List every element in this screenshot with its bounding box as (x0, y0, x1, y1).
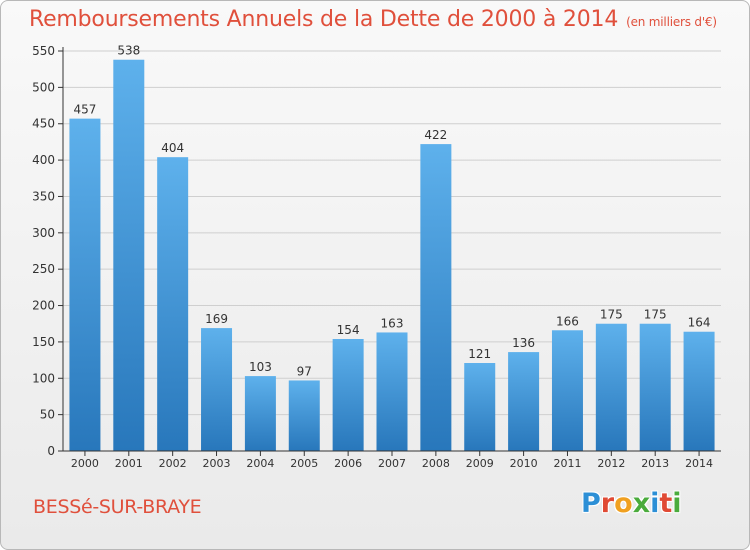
y-tick-label: 100 (32, 371, 55, 385)
data-label: 103 (249, 360, 272, 374)
bar (244, 376, 276, 451)
logo-letter: x (632, 488, 651, 519)
x-tick-label: 2011 (553, 457, 581, 470)
bar (288, 380, 320, 451)
y-tick-label: 450 (32, 117, 55, 131)
logo-letter: i (650, 488, 660, 519)
x-tick-label: 2007 (378, 457, 406, 470)
y-tick-label: 0 (47, 444, 55, 458)
y-tick-label: 500 (32, 80, 55, 94)
data-label: 121 (468, 347, 491, 361)
data-label: 166 (556, 314, 579, 328)
logo-letter: i (672, 488, 682, 519)
bar (595, 323, 627, 451)
bar (420, 144, 452, 451)
y-tick-label: 150 (32, 335, 55, 349)
bar (113, 59, 145, 452)
bar (508, 352, 540, 451)
x-tick-label: 2012 (597, 457, 625, 470)
data-label: 457 (73, 103, 96, 117)
data-label: 538 (117, 44, 140, 58)
x-tick-label: 2008 (422, 457, 450, 470)
commune-name: BESSé-SUR-BRAYE (33, 496, 202, 518)
x-tick-label: 2000 (71, 457, 99, 470)
x-tick-label: 2001 (115, 457, 143, 470)
x-tick-label: 2005 (290, 457, 318, 470)
x-tick-label: 2004 (246, 457, 274, 470)
logo-letter: r (600, 488, 615, 519)
y-tick-label: 550 (32, 44, 55, 58)
x-tick-label: 2013 (641, 457, 669, 470)
chart-title-text: Remboursements Annuels de la Dette de 20… (29, 7, 619, 32)
data-label: 154 (337, 323, 360, 337)
x-tick-label: 2009 (466, 457, 494, 470)
data-label: 404 (161, 141, 184, 155)
x-tick-label: 2003 (203, 457, 231, 470)
bar (201, 328, 233, 451)
data-label: 422 (424, 128, 447, 142)
bar (332, 339, 364, 451)
proxiti-logo: Proxiti (581, 488, 682, 519)
logo-letter: P (581, 488, 601, 519)
data-label: 97 (297, 364, 312, 378)
chart-unit: (en milliers d'€) (626, 15, 717, 29)
y-tick-label: 200 (32, 299, 55, 313)
data-label: 175 (644, 308, 667, 322)
bars: 457 538 404 169 103 97 154 163 422 121 136 166 175 17… (69, 44, 715, 452)
y-tick-label: 300 (32, 226, 55, 240)
x-tick-label: 2010 (510, 457, 538, 470)
data-label: 175 (600, 308, 623, 322)
logo-letter: o (614, 488, 633, 519)
bar (551, 330, 583, 451)
bar (464, 363, 496, 451)
chart-title: Remboursements Annuels de la Dette de 20… (29, 7, 717, 32)
bar (639, 323, 671, 451)
data-label: 164 (688, 316, 711, 330)
bar (683, 331, 715, 451)
logo-letter: t (659, 488, 673, 519)
bar (157, 157, 189, 451)
y-tick-label: 250 (32, 262, 55, 276)
bar (69, 118, 101, 452)
data-label: 136 (512, 336, 535, 350)
x-tick-label: 2006 (334, 457, 362, 470)
y-tick-label: 400 (32, 153, 55, 167)
x-tick-label: 2014 (685, 457, 713, 470)
y-tick-label: 350 (32, 189, 55, 203)
data-label: 169 (205, 312, 228, 326)
bar (376, 332, 408, 451)
x-tick-label: 2002 (159, 457, 187, 470)
data-label: 163 (381, 316, 404, 330)
axes: 0 50 100 150 200 250 300 350 400 450 500 550 2000 200… (32, 44, 721, 470)
y-tick-label: 50 (40, 408, 55, 422)
